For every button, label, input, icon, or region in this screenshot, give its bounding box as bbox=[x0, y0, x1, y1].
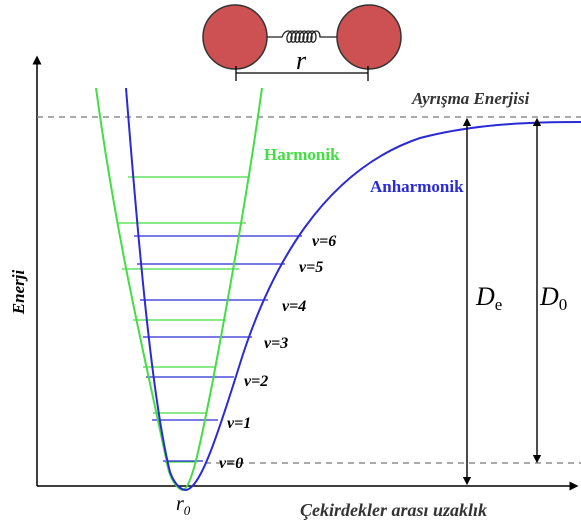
anharmonic-label: Anharmonik bbox=[370, 177, 464, 196]
separation-label: r bbox=[296, 46, 307, 75]
De-subscript: e bbox=[495, 295, 503, 314]
equilibrium-label: r0 bbox=[176, 493, 191, 518]
level-label-v1: v=1 bbox=[227, 415, 251, 432]
equilibrium-subscript: 0 bbox=[184, 503, 191, 518]
level-label-v2: v=2 bbox=[244, 373, 268, 390]
left-atom bbox=[202, 4, 268, 70]
De-label: De bbox=[475, 282, 502, 314]
level-label-v3: v=3 bbox=[264, 335, 288, 352]
right-atom bbox=[336, 4, 402, 70]
level-label-v6: v=6 bbox=[312, 233, 336, 250]
energy-axis-label: Enerji bbox=[9, 270, 28, 316]
D0-subscript: 0 bbox=[559, 295, 568, 314]
level-label-v4: v=4 bbox=[282, 298, 306, 315]
molecule-illustration: r bbox=[202, 4, 402, 81]
dissociation-energy-label: Ayrışma Enerjisi bbox=[411, 89, 530, 108]
spring-icon bbox=[267, 30, 337, 43]
level-labels: v=6 v=5 v=4 v=3 v=2 v=1 v=0 bbox=[219, 233, 336, 472]
energy-levels bbox=[117, 176, 302, 463]
harmonic-label: Harmonik bbox=[264, 145, 340, 164]
distance-axis-label: Çekirdekler arası uzaklık bbox=[300, 500, 487, 520]
level-label-v0: v=0 bbox=[219, 455, 243, 472]
anharmonic-curve bbox=[125, 87, 581, 492]
D0-label: D0 bbox=[539, 282, 567, 314]
level-label-v5: v=5 bbox=[299, 259, 323, 276]
